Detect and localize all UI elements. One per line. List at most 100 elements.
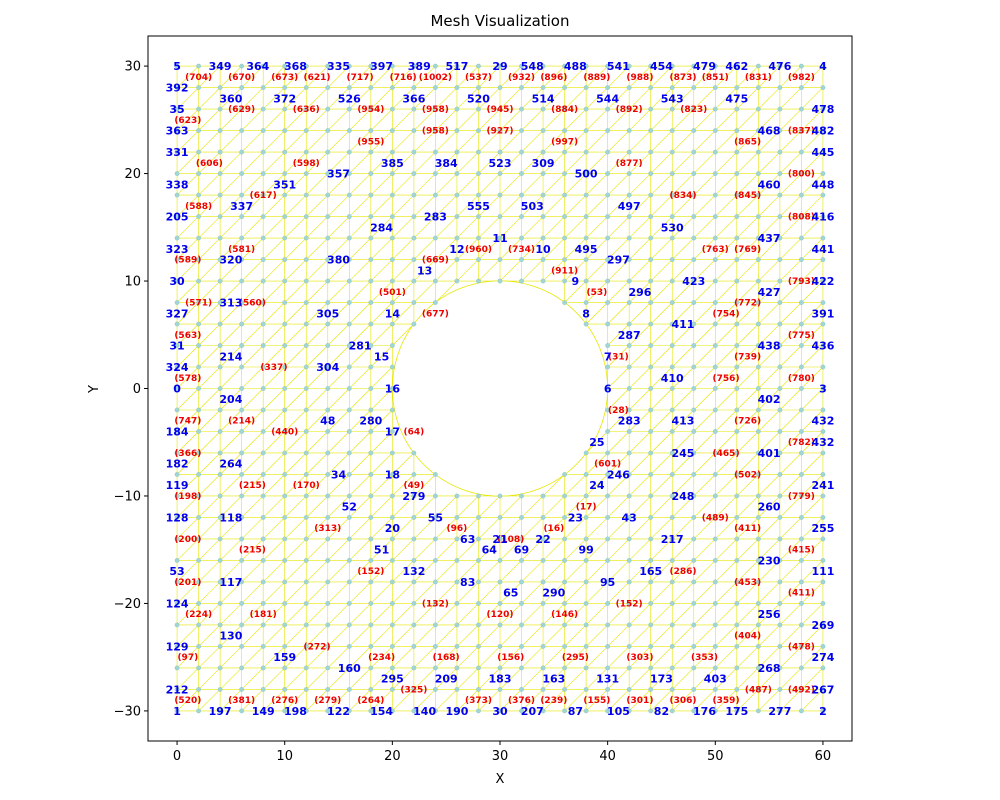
- mesh-node: [174, 278, 180, 284]
- mesh-node: [433, 128, 438, 133]
- element-label: (896): [540, 73, 567, 83]
- mesh-node: [411, 450, 417, 456]
- node-label: 295: [381, 673, 404, 686]
- mesh-edge: [176, 345, 199, 368]
- node-labels: 5 349 364 368 335 397 389 517 29 548 488 541 454 479 4…: [166, 60, 835, 718]
- mesh-node: [734, 665, 740, 671]
- mesh-edge: [262, 624, 285, 647]
- mesh-node: [583, 493, 589, 499]
- mesh-node: [820, 214, 826, 219]
- x-tick-label: 40: [599, 749, 616, 764]
- mesh-node: [260, 257, 266, 262]
- mesh-edge: [327, 237, 350, 260]
- mesh-edge: [198, 65, 221, 88]
- mesh-edge: [370, 366, 393, 389]
- mesh-node: [303, 300, 309, 305]
- mesh-edge: [262, 108, 285, 131]
- mesh-node: [799, 149, 804, 155]
- mesh-edge: [241, 366, 264, 389]
- mesh-node: [626, 364, 632, 370]
- mesh-edge: [478, 517, 501, 540]
- mesh-node: [669, 407, 675, 413]
- mesh-node: [390, 429, 395, 434]
- node-label: 154: [370, 705, 393, 718]
- mesh-edge: [392, 667, 415, 690]
- mesh-node: [390, 321, 395, 327]
- mesh-node: [239, 429, 245, 434]
- mesh-node: [433, 472, 438, 477]
- mesh-node: [346, 558, 352, 563]
- mesh-node: [346, 536, 352, 542]
- mesh-node: [799, 106, 804, 112]
- mesh-node: [497, 63, 503, 69]
- node-label: 23: [568, 511, 583, 524]
- element-label: (489): [702, 513, 729, 523]
- mesh-edge: [650, 409, 673, 432]
- mesh-node: [626, 257, 632, 262]
- mesh-edge: [542, 624, 565, 647]
- mesh-node: [626, 601, 632, 606]
- mesh-edge: [241, 667, 264, 690]
- mesh-node: [669, 171, 675, 176]
- mesh-node: [433, 644, 438, 649]
- mesh-node: [174, 472, 180, 477]
- mesh-node: [303, 257, 309, 262]
- mesh-edge: [585, 667, 608, 690]
- element-label: (286): [669, 567, 696, 577]
- mesh-node: [562, 235, 567, 241]
- mesh-edge: [521, 560, 544, 583]
- mesh-node: [605, 63, 610, 69]
- mesh-node: [282, 192, 288, 198]
- mesh-edge: [435, 87, 458, 110]
- mesh-node: [454, 708, 460, 714]
- mesh-edge: [306, 517, 328, 540]
- mesh-edge: [542, 603, 565, 626]
- mesh-node: [368, 128, 374, 133]
- mesh-node: [433, 106, 438, 112]
- mesh-node: [777, 665, 783, 671]
- mesh-edge: [370, 323, 393, 346]
- element-label: (1002): [419, 73, 452, 83]
- mesh-node: [196, 493, 201, 499]
- mesh-edge: [370, 216, 393, 239]
- mesh-edge: [715, 173, 738, 196]
- element-label: (96): [447, 524, 468, 534]
- mesh-node: [239, 63, 245, 69]
- mesh-node: [282, 708, 288, 714]
- mesh-node: [325, 407, 331, 413]
- mesh-edge: [284, 538, 307, 561]
- mesh-node: [390, 300, 395, 305]
- mesh-node: [799, 429, 804, 434]
- mesh-edge: [284, 431, 307, 454]
- mesh-node: [217, 386, 223, 391]
- mesh-node: [777, 472, 783, 477]
- element-label: (415): [788, 546, 815, 556]
- mesh-node: [799, 558, 804, 563]
- mesh-edge: [198, 259, 221, 282]
- mesh-edge: [176, 151, 199, 174]
- node-label: 279: [402, 490, 425, 503]
- node-label: 198: [284, 705, 307, 718]
- mesh-edge: [198, 108, 221, 131]
- mesh-node: [669, 321, 675, 327]
- node-label: 517: [445, 60, 468, 73]
- mesh-edge: [349, 689, 372, 712]
- mesh-node: [562, 472, 567, 477]
- mesh-edge: [628, 624, 651, 647]
- mesh-edge: [349, 388, 372, 411]
- mesh-node: [196, 708, 201, 714]
- element-label: (132): [422, 599, 449, 609]
- mesh-edge: [435, 624, 458, 647]
- mesh-node: [239, 536, 245, 542]
- mesh-node: [820, 128, 826, 133]
- mesh-edge: [672, 194, 694, 217]
- mesh-node: [820, 192, 826, 198]
- mesh-edge: [176, 431, 199, 454]
- mesh-edge: [628, 603, 651, 626]
- mesh-node: [217, 192, 223, 198]
- mesh-edge: [435, 667, 458, 690]
- mesh-edge: [327, 495, 350, 518]
- mesh-node: [174, 149, 180, 155]
- element-label: (563): [174, 331, 201, 341]
- x-axis: 0 10 20 30 40 50 60: [173, 741, 831, 764]
